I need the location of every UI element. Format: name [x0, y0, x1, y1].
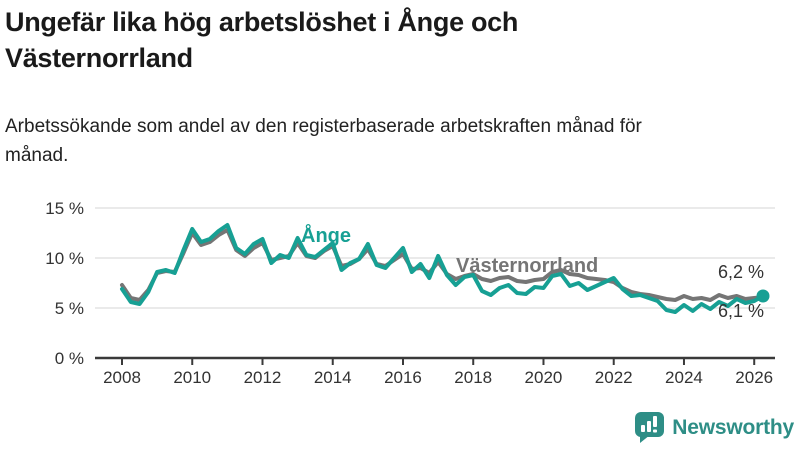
- x-tick-label: 2016: [384, 368, 422, 387]
- newsworthy-logo[interactable]: Newsworthy: [634, 411, 794, 444]
- x-tick-label: 2018: [454, 368, 493, 387]
- x-tick-label: 2024: [665, 368, 703, 387]
- series-label-ange: Ånge: [301, 225, 351, 247]
- newsworthy-logo-text[interactable]: Newsworthy: [672, 415, 794, 439]
- y-tick-label: 10 %: [45, 249, 84, 268]
- y-tick-label: 0 %: [54, 349, 84, 368]
- end-value-label-ange: 6,2 %: [718, 262, 765, 282]
- x-tick-label: 2014: [313, 368, 352, 387]
- page-title: Ungefär lika hög arbetslöshet i Ånge och…: [5, 7, 519, 73]
- y-tick-label: 5 %: [54, 299, 84, 318]
- series-label-vasternorrland: Västernorrland: [456, 255, 599, 277]
- x-tick-label: 2020: [524, 368, 563, 387]
- end-value-label-vasternorrland: 6,1 %: [718, 301, 765, 321]
- last-point-marker: [756, 289, 770, 303]
- y-tick-label: 15 %: [45, 199, 84, 218]
- newsworthy-logo-icon: [635, 412, 665, 443]
- chart-subtitle: Arbetssökande som andel av den registerb…: [5, 116, 642, 166]
- x-tick-label: 2022: [594, 368, 633, 387]
- x-tick-label: 2012: [243, 368, 282, 387]
- line-nge: [120, 223, 765, 314]
- x-tick-label: 2010: [173, 368, 212, 387]
- x-tick-label: 2008: [103, 368, 141, 387]
- x-tick-label: 2026: [735, 368, 774, 387]
